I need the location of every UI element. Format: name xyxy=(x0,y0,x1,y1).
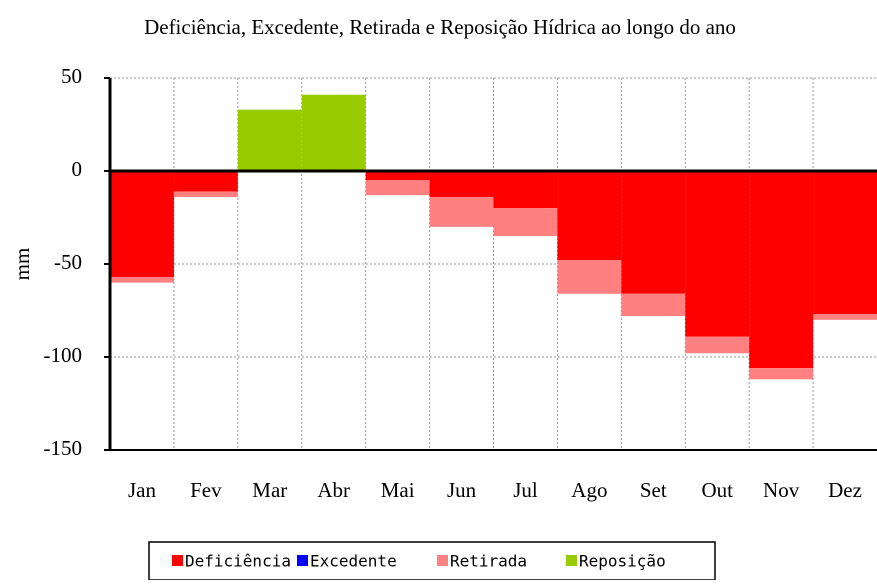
legend-label: Deficiência xyxy=(185,552,291,571)
bar-segment xyxy=(493,208,558,237)
bar-segment xyxy=(621,293,686,317)
x-tick-label: Jan xyxy=(128,478,156,502)
legend-box xyxy=(148,541,716,581)
x-tick-label: Jun xyxy=(447,478,477,502)
bar-segment xyxy=(685,336,750,354)
legend-swatch xyxy=(566,555,577,566)
bar-segment xyxy=(365,180,430,196)
y-tick-label: -150 xyxy=(44,436,83,460)
y-tick-label: 0 xyxy=(72,157,83,181)
legend: Deficiência Excedente Retirada Reposição xyxy=(148,541,716,581)
legend-label: Excedente xyxy=(310,552,397,571)
x-tick-label: Ago xyxy=(571,478,607,502)
y-tick-label: 50 xyxy=(61,64,82,88)
legend-swatch xyxy=(172,555,183,566)
x-tick-label: Mai xyxy=(381,478,415,502)
bar-segment xyxy=(621,171,686,294)
x-tick-label: Nov xyxy=(763,478,800,502)
chart-title: Deficiência, Excedente, Retirada e Repos… xyxy=(144,15,736,39)
bar-segment xyxy=(749,368,814,380)
x-tick-label: Out xyxy=(701,478,733,502)
bar-segment xyxy=(813,171,877,315)
bar-segment xyxy=(110,171,174,278)
legend-swatch xyxy=(297,555,308,566)
bar-segment xyxy=(749,171,814,369)
bar-segment xyxy=(493,171,558,209)
bar-segment xyxy=(557,171,622,261)
bar-segment xyxy=(429,197,494,227)
y-tick-label: -50 xyxy=(54,250,82,274)
bar-segment xyxy=(813,314,877,320)
x-tick-label: Abr xyxy=(317,478,350,502)
bar-segment xyxy=(365,171,430,181)
legend-swatch xyxy=(437,555,448,566)
x-tick-label: Dez xyxy=(828,478,862,502)
bar-segment xyxy=(685,171,750,337)
bar-segment xyxy=(557,260,622,294)
legend-label: Retirada xyxy=(450,552,527,571)
legend-label: Reposição xyxy=(579,552,666,571)
bar-segment xyxy=(110,277,174,283)
x-tick-label: Fev xyxy=(190,478,222,502)
bar-segment xyxy=(301,94,366,171)
x-tick-label: Set xyxy=(640,478,667,502)
y-axis-label: mm xyxy=(10,248,34,281)
y-tick-label: -100 xyxy=(44,343,83,367)
bar-segment xyxy=(173,171,238,192)
bar-segment xyxy=(237,109,302,171)
x-tick-label: Mar xyxy=(252,478,287,502)
x-tick-label: Jul xyxy=(513,478,538,502)
bar-segment xyxy=(173,191,238,198)
bar-segment xyxy=(429,171,494,198)
